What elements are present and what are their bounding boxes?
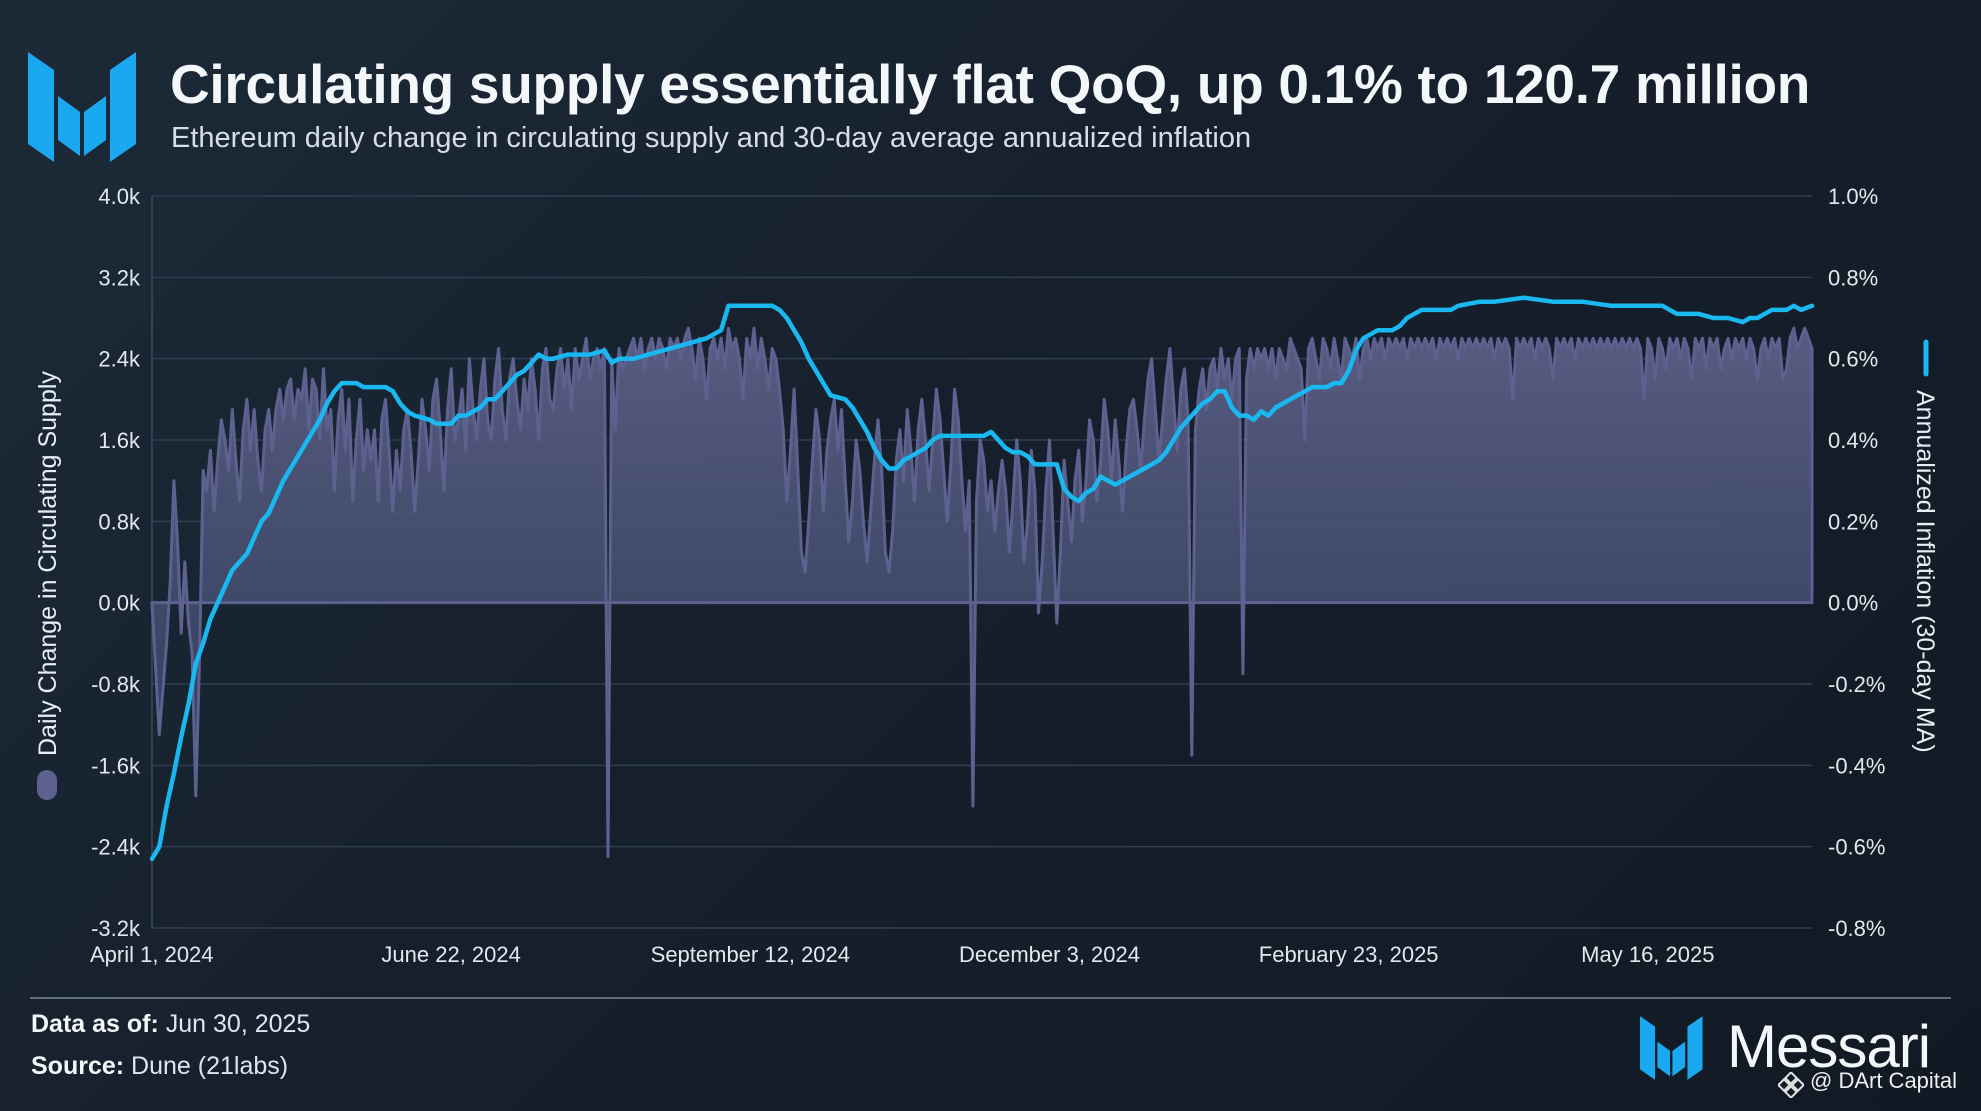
left-axis-label: Daily Change in Circulating Supply — [34, 371, 62, 756]
brand-name: Messari — [1727, 1013, 1931, 1080]
binance-icon — [1778, 1072, 1804, 1098]
left-tick-label: 0.8k — [98, 509, 141, 534]
daily-change-area — [150, 326, 1814, 859]
left-tick-label: 2.4k — [98, 347, 141, 372]
footer-divider — [30, 997, 1951, 999]
right-axis-ticks: 1.0% 0.8% 0.6% 0.4% 0.2% 0.0% -0.2% -0.4% -0.6% -… — [1828, 184, 1885, 941]
left-tick-label: 3.2k — [98, 265, 141, 290]
right-tick-label: 1.0% — [1828, 184, 1878, 209]
messari-logo — [28, 52, 136, 162]
left-axis-ticks: 4.0k 3.2k 2.4k 1.6k 0.8k 0.0k -0.8k -1.6k -2.4k -… — [91, 184, 141, 941]
x-tick-label: June 22, 2024 — [381, 942, 520, 967]
credit-text: @ DArt Capital — [1810, 1068, 1958, 1093]
messari-brand-logo — [1640, 1016, 1703, 1080]
x-axis-ticks: April 1, 2024 June 22, 2024 September 12, … — [90, 942, 1714, 967]
left-tick-label: -2.4k — [91, 835, 141, 860]
x-tick-label: December 3, 2024 — [959, 942, 1140, 967]
right-axis-label: Annualized Inflation (30-day MA) — [1911, 390, 1939, 753]
chart-subtitle: Ethereum daily change in circulating sup… — [171, 122, 1252, 154]
right-tick-label: -0.2% — [1828, 672, 1885, 697]
right-tick-label: 0.6% — [1828, 347, 1878, 372]
inflation-line — [149, 295, 1815, 862]
right-tick-label: 0.0% — [1828, 591, 1878, 616]
right-axis-title: Annualized Inflation (30-day MA) — [1911, 339, 1939, 753]
data-as-of: Data as of: Jun 30, 2025 — [31, 1010, 311, 1038]
chart: 4.0k 3.2k 2.4k 1.6k 0.8k 0.0k -0.8k -1.6k -2.4k -… — [34, 184, 1939, 967]
left-tick-label: 0.0k — [98, 591, 141, 616]
source: Source: Dune (21labs) — [31, 1052, 289, 1080]
chart-title: Circulating supply essentially flat QoQ,… — [170, 53, 1811, 115]
left-axis-title: Daily Change in Circulating Supply — [34, 371, 62, 800]
x-tick-label: September 12, 2024 — [651, 942, 850, 967]
left-tick-label: -1.6k — [91, 753, 141, 778]
x-tick-label: May 16, 2025 — [1581, 942, 1714, 967]
x-tick-label: February 23, 2025 — [1259, 942, 1439, 967]
right-tick-label: -0.4% — [1828, 753, 1885, 778]
left-tick-label: -3.2k — [91, 916, 141, 941]
left-tick-label: 1.6k — [98, 428, 141, 453]
left-tick-label: 4.0k — [98, 184, 141, 209]
right-tick-label: 0.8% — [1828, 265, 1878, 290]
right-tick-label: 0.4% — [1828, 428, 1878, 453]
left-legend-swatch — [37, 770, 57, 800]
x-tick-label: April 1, 2024 — [90, 942, 214, 967]
right-tick-label: -0.6% — [1828, 835, 1885, 860]
right-tick-label: 0.2% — [1828, 509, 1878, 534]
left-tick-label: -0.8k — [91, 672, 141, 697]
right-tick-label: -0.8% — [1828, 916, 1885, 941]
